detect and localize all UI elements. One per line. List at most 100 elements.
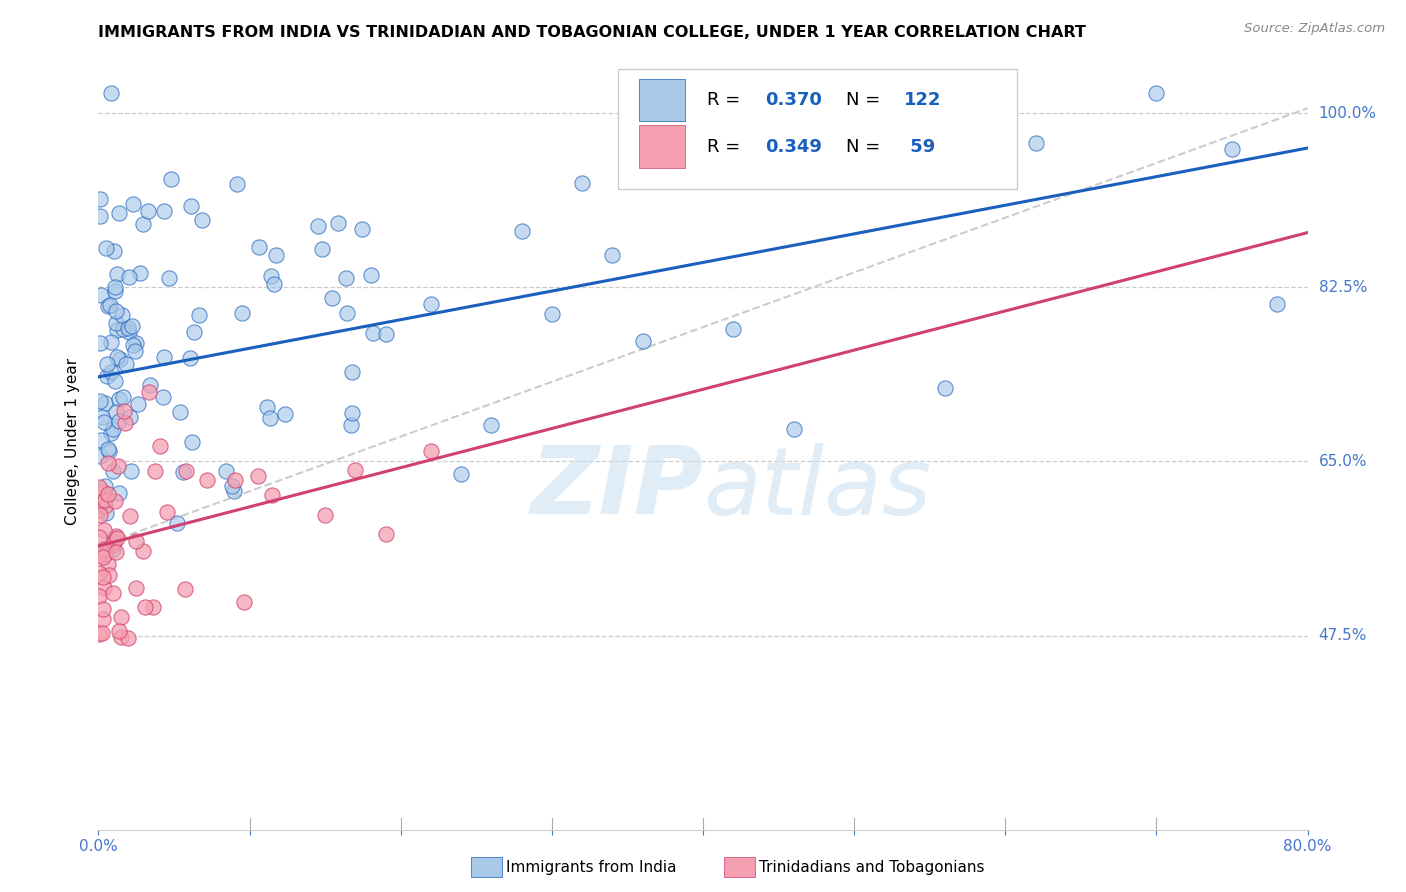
Point [121,319,143,334]
Point [91,602,114,616]
Point [105,532,128,546]
Point [107,392,129,406]
Text: atlas: atlas [703,442,931,533]
Point [110,630,132,644]
Point [307,219,329,233]
Point [104,280,127,294]
Text: 0.349: 0.349 [765,137,821,155]
Point [260,269,283,284]
Point [96,557,118,571]
Point [93,416,115,430]
Text: R =: R = [707,137,745,155]
Point [101,541,124,556]
Point [172,465,194,479]
Point [342,406,364,420]
Point [105,544,128,558]
Point [274,407,297,421]
Point [103,244,125,259]
Point [256,401,278,415]
Point [117,320,139,334]
Point [231,306,253,320]
Point [181,435,204,450]
Point [723,322,745,336]
Point [139,377,162,392]
Point [93,479,115,493]
Point [125,534,148,549]
Point [89,566,111,581]
Point [105,268,128,282]
Point [420,296,443,310]
Point [1144,87,1167,101]
Point [90,433,112,447]
Point [103,535,125,549]
Point [783,422,806,436]
Point [89,502,111,516]
Point [136,204,159,219]
Point [191,213,214,227]
Point [103,494,125,508]
Point [571,177,593,191]
Point [127,397,149,411]
Point [374,527,396,541]
Text: 122: 122 [904,91,941,109]
Point [107,485,129,500]
Point [117,631,139,645]
Point [104,529,127,543]
Point [89,210,111,224]
Text: 47.5%: 47.5% [1319,628,1367,643]
Point [233,594,256,608]
Point [183,325,205,339]
Point [180,199,202,213]
Text: Source: ZipAtlas.com: Source: ZipAtlas.com [1244,22,1385,36]
Point [114,357,136,371]
Point [111,391,134,405]
Point [108,624,131,638]
Point [89,548,111,562]
Point [104,284,127,298]
Point [128,266,150,280]
Point [226,177,249,191]
Point [187,308,209,322]
Point [94,499,117,513]
Text: 82.5%: 82.5% [1319,280,1367,295]
Point [363,326,385,340]
Point [97,456,120,470]
Point [104,304,127,318]
Point [101,422,124,436]
Text: Immigrants from India: Immigrants from India [506,860,676,874]
Point [114,416,136,430]
Text: 65.0%: 65.0% [1319,454,1367,469]
Point [105,405,128,419]
Point [94,493,117,508]
Point [89,480,111,494]
Point [222,483,245,498]
FancyBboxPatch shape [638,78,685,121]
Point [103,586,125,600]
Point [160,171,183,186]
Point [340,417,363,432]
Point [179,351,201,366]
Point [138,384,160,399]
Point [89,394,111,409]
Point [107,459,129,474]
Point [215,464,238,478]
FancyBboxPatch shape [638,125,685,168]
Point [90,287,112,301]
Point [107,414,129,428]
Point [103,531,125,545]
Point [247,240,270,254]
Point [91,485,114,500]
Point [262,488,284,502]
Point [266,248,288,262]
Point [143,464,166,478]
Point [104,316,127,330]
Point [510,224,533,238]
Point [118,325,141,339]
Point [91,570,114,584]
Point [344,463,367,477]
Point [142,599,165,614]
FancyBboxPatch shape [619,69,1018,189]
Point [360,268,382,282]
Point [93,542,115,557]
Point [540,307,562,321]
